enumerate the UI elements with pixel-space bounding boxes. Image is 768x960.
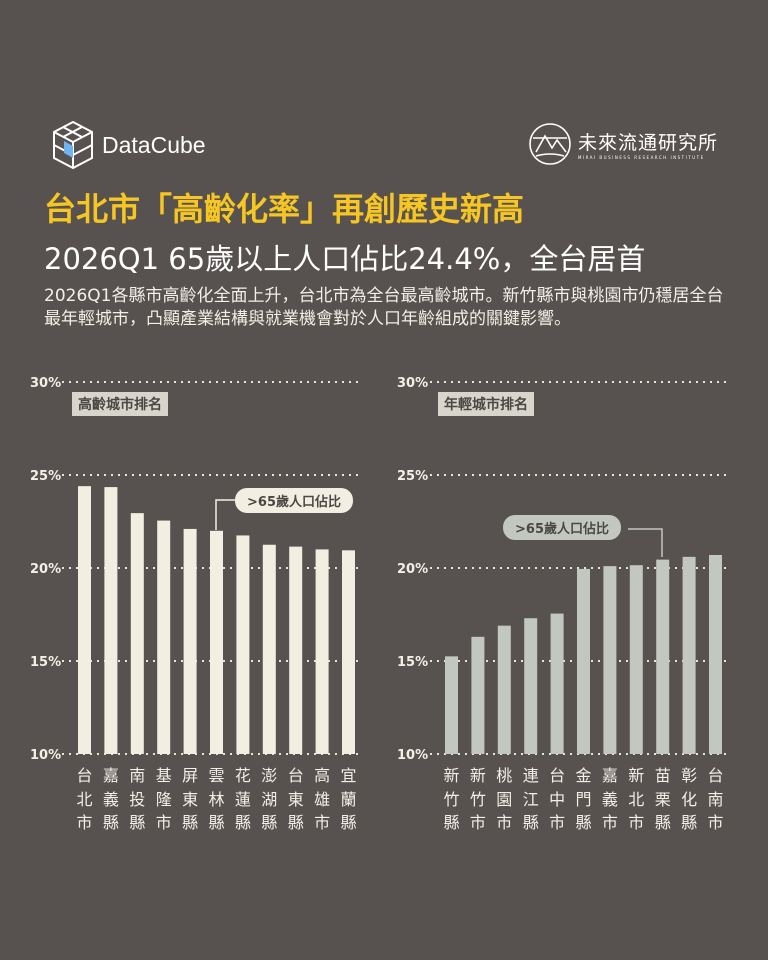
x-category-label: 新北市: [628, 766, 645, 832]
page-title: 台北市「高齡化率」再創歷史新高: [44, 190, 525, 228]
x-category-label: 南投縣: [129, 766, 146, 832]
y-tick-label: 20%: [397, 562, 428, 577]
x-category-label: 高雄市: [314, 766, 331, 832]
x-category-label: 彰化縣: [681, 766, 698, 832]
y-tick-label: 25%: [397, 469, 428, 484]
description: 2026Q1各縣市高齡化全面上升，台北市為全台最高齡城市。新竹縣市與桃園市仍穩居…: [44, 286, 724, 329]
bar: [262, 544, 276, 754]
right-chart-title: 年輕城市排名: [438, 392, 534, 416]
y-tick-label: 20%: [30, 562, 61, 577]
bar: [603, 566, 617, 754]
x-category-label: 苗栗縣: [654, 766, 671, 832]
x-category-label: 嘉義縣: [102, 766, 119, 832]
x-category-label: 雲林縣: [208, 766, 225, 832]
y-tick-label: 15%: [30, 655, 61, 670]
x-category-label: 澎湖縣: [261, 766, 278, 832]
callout-leader-line: [215, 499, 236, 530]
bar: [497, 625, 511, 754]
x-category-label: 新竹市: [469, 766, 486, 832]
bar: [656, 559, 670, 754]
left-legend-callout: >65歲人口佔比: [235, 488, 353, 513]
bar: [342, 550, 355, 754]
x-category-label: 宜蘭縣: [340, 766, 357, 832]
bar: [104, 487, 118, 754]
x-category-label: 嘉義市: [601, 766, 618, 832]
bar: [577, 568, 590, 754]
bar: [445, 656, 458, 754]
y-tick-label: 15%: [397, 655, 428, 670]
bar: [709, 554, 722, 754]
x-category-label: 台中市: [549, 766, 566, 832]
x-category-label: 新竹縣: [443, 766, 460, 832]
partner-name: 未來流通研究所: [578, 132, 719, 154]
page-subtitle: 2026Q1 65歲以上人口佔比24.4%，全台居首: [44, 242, 646, 276]
right-legend-callout: >65歲人口佔比: [503, 515, 621, 540]
bar: [629, 565, 643, 754]
y-tick-label: 30%: [30, 376, 61, 391]
x-category-label: 桃園市: [496, 766, 513, 832]
x-category-label: 金門縣: [575, 766, 592, 832]
bar: [130, 513, 144, 754]
callout-leader-line: [628, 528, 663, 557]
logo-text: DataCube: [102, 131, 206, 158]
y-tick-label: 10%: [30, 748, 61, 763]
bar: [524, 618, 538, 754]
x-category-label: 屏東縣: [182, 766, 199, 832]
left-chart-title: 高齡城市排名: [72, 392, 168, 416]
x-category-label: 台東縣: [287, 766, 304, 832]
partner-subtitle: MIRAI BUSINESS RESEARCH INSTITUTE: [578, 155, 705, 160]
bar: [471, 636, 485, 754]
mountain-seal-icon: [529, 123, 571, 165]
y-tick-label: 25%: [30, 469, 61, 484]
x-category-label: 花蓮縣: [234, 766, 251, 832]
bar: [157, 520, 171, 754]
bar: [289, 546, 303, 754]
bar: [550, 613, 564, 754]
bar: [210, 530, 223, 754]
bar: [315, 549, 329, 754]
cube-icon: [53, 120, 93, 170]
bar: [236, 535, 250, 754]
x-category-label: 台北市: [76, 766, 93, 832]
x-category-label: 台南市: [707, 766, 724, 832]
bar: [78, 486, 91, 754]
x-category-label: 連江縣: [522, 766, 539, 832]
bar: [682, 556, 696, 754]
y-tick-label: 30%: [397, 376, 428, 391]
x-category-label: 基隆市: [155, 766, 172, 832]
datacube-logo: DataCube: [52, 120, 206, 170]
bar: [183, 528, 197, 754]
partner-logo: 未來流通研究所 MIRAI BUSINESS RESEARCH INSTITUT…: [528, 122, 718, 166]
y-tick-label: 10%: [397, 748, 428, 763]
